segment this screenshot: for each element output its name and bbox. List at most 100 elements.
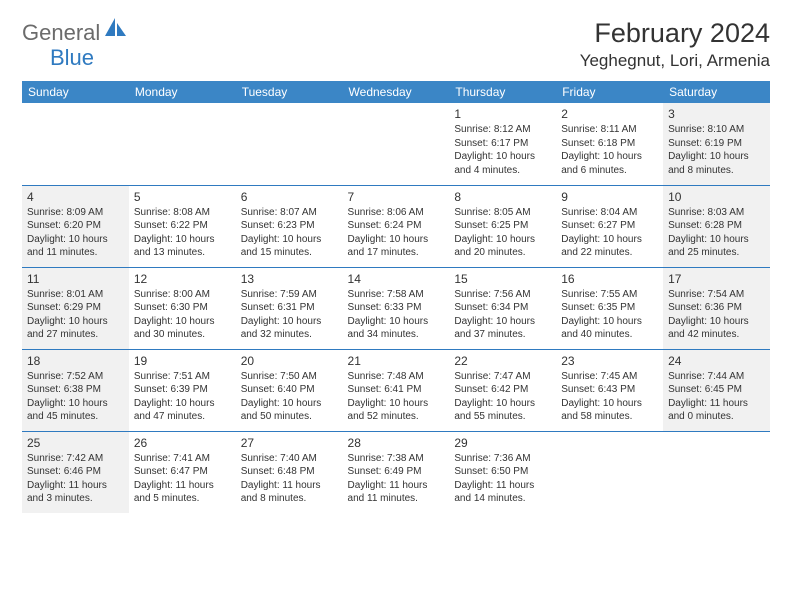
day-details: Sunrise: 7:36 AMSunset: 6:50 PMDaylight:… xyxy=(454,452,551,506)
sunset-text: Sunset: 6:33 PM xyxy=(348,301,445,315)
sunrise-text: Sunrise: 7:51 AM xyxy=(134,370,231,384)
day-number: 18 xyxy=(27,353,124,369)
day-number: 17 xyxy=(668,271,765,287)
day-number: 2 xyxy=(561,106,658,122)
day-details: Sunrise: 7:38 AMSunset: 6:49 PMDaylight:… xyxy=(348,452,445,506)
daylight-text: Daylight: 11 hours and 3 minutes. xyxy=(27,479,124,506)
calendar-cell xyxy=(22,103,129,185)
day-number: 3 xyxy=(668,106,765,122)
day-details: Sunrise: 8:07 AMSunset: 6:23 PMDaylight:… xyxy=(241,206,338,260)
daylight-text: Daylight: 10 hours and 27 minutes. xyxy=(27,315,124,342)
sunset-text: Sunset: 6:36 PM xyxy=(668,301,765,315)
sunset-text: Sunset: 6:19 PM xyxy=(668,137,765,151)
calendar-cell: 21Sunrise: 7:48 AMSunset: 6:41 PMDayligh… xyxy=(343,349,450,431)
calendar-cell: 14Sunrise: 7:58 AMSunset: 6:33 PMDayligh… xyxy=(343,267,450,349)
day-details: Sunrise: 7:56 AMSunset: 6:34 PMDaylight:… xyxy=(454,288,551,342)
daylight-text: Daylight: 10 hours and 55 minutes. xyxy=(454,397,551,424)
calendar-cell xyxy=(556,431,663,513)
location: Yeghegnut, Lori, Armenia xyxy=(580,51,770,71)
day-number: 13 xyxy=(241,271,338,287)
sunset-text: Sunset: 6:45 PM xyxy=(668,383,765,397)
logo-text-blue: Blue xyxy=(50,45,94,71)
daylight-text: Daylight: 10 hours and 25 minutes. xyxy=(668,233,765,260)
calendar-row: 11Sunrise: 8:01 AMSunset: 6:29 PMDayligh… xyxy=(22,267,770,349)
calendar-cell: 12Sunrise: 8:00 AMSunset: 6:30 PMDayligh… xyxy=(129,267,236,349)
calendar-row: 25Sunrise: 7:42 AMSunset: 6:46 PMDayligh… xyxy=(22,431,770,513)
day-number: 23 xyxy=(561,353,658,369)
sunset-text: Sunset: 6:25 PM xyxy=(454,219,551,233)
weekday-header: Saturday xyxy=(663,81,770,103)
day-details: Sunrise: 8:08 AMSunset: 6:22 PMDaylight:… xyxy=(134,206,231,260)
day-details: Sunrise: 8:09 AMSunset: 6:20 PMDaylight:… xyxy=(27,206,124,260)
day-details: Sunrise: 7:50 AMSunset: 6:40 PMDaylight:… xyxy=(241,370,338,424)
day-number: 19 xyxy=(134,353,231,369)
calendar-cell xyxy=(343,103,450,185)
weekday-header: Thursday xyxy=(449,81,556,103)
day-details: Sunrise: 8:04 AMSunset: 6:27 PMDaylight:… xyxy=(561,206,658,260)
day-number: 20 xyxy=(241,353,338,369)
calendar-page: General February 2024 Yeghegnut, Lori, A… xyxy=(0,0,792,531)
daylight-text: Daylight: 10 hours and 58 minutes. xyxy=(561,397,658,424)
calendar-cell: 28Sunrise: 7:38 AMSunset: 6:49 PMDayligh… xyxy=(343,431,450,513)
sunset-text: Sunset: 6:41 PM xyxy=(348,383,445,397)
daylight-text: Daylight: 11 hours and 0 minutes. xyxy=(668,397,765,424)
daylight-text: Daylight: 10 hours and 32 minutes. xyxy=(241,315,338,342)
calendar-body: 1Sunrise: 8:12 AMSunset: 6:17 PMDaylight… xyxy=(22,103,770,513)
calendar-head: SundayMondayTuesdayWednesdayThursdayFrid… xyxy=(22,81,770,103)
calendar-table: SundayMondayTuesdayWednesdayThursdayFrid… xyxy=(22,81,770,513)
weekday-header: Sunday xyxy=(22,81,129,103)
calendar-cell: 25Sunrise: 7:42 AMSunset: 6:46 PMDayligh… xyxy=(22,431,129,513)
day-details: Sunrise: 8:03 AMSunset: 6:28 PMDaylight:… xyxy=(668,206,765,260)
daylight-text: Daylight: 10 hours and 45 minutes. xyxy=(27,397,124,424)
sunrise-text: Sunrise: 7:44 AM xyxy=(668,370,765,384)
logo-text-general: General xyxy=(22,20,100,46)
sunset-text: Sunset: 6:46 PM xyxy=(27,465,124,479)
day-details: Sunrise: 7:48 AMSunset: 6:41 PMDaylight:… xyxy=(348,370,445,424)
calendar-cell: 13Sunrise: 7:59 AMSunset: 6:31 PMDayligh… xyxy=(236,267,343,349)
weekday-header: Monday xyxy=(129,81,236,103)
sunset-text: Sunset: 6:38 PM xyxy=(27,383,124,397)
sunrise-text: Sunrise: 7:59 AM xyxy=(241,288,338,302)
day-number: 27 xyxy=(241,435,338,451)
day-details: Sunrise: 7:47 AMSunset: 6:42 PMDaylight:… xyxy=(454,370,551,424)
daylight-text: Daylight: 10 hours and 40 minutes. xyxy=(561,315,658,342)
day-details: Sunrise: 8:12 AMSunset: 6:17 PMDaylight:… xyxy=(454,123,551,177)
sunset-text: Sunset: 6:27 PM xyxy=(561,219,658,233)
calendar-cell: 2Sunrise: 8:11 AMSunset: 6:18 PMDaylight… xyxy=(556,103,663,185)
day-number: 25 xyxy=(27,435,124,451)
day-number: 4 xyxy=(27,189,124,205)
calendar-cell: 1Sunrise: 8:12 AMSunset: 6:17 PMDaylight… xyxy=(449,103,556,185)
day-details: Sunrise: 8:06 AMSunset: 6:24 PMDaylight:… xyxy=(348,206,445,260)
day-number: 29 xyxy=(454,435,551,451)
day-details: Sunrise: 8:10 AMSunset: 6:19 PMDaylight:… xyxy=(668,123,765,177)
sunrise-text: Sunrise: 7:52 AM xyxy=(27,370,124,384)
calendar-cell: 16Sunrise: 7:55 AMSunset: 6:35 PMDayligh… xyxy=(556,267,663,349)
sunrise-text: Sunrise: 7:50 AM xyxy=(241,370,338,384)
daylight-text: Daylight: 11 hours and 11 minutes. xyxy=(348,479,445,506)
sunset-text: Sunset: 6:23 PM xyxy=(241,219,338,233)
day-details: Sunrise: 8:05 AMSunset: 6:25 PMDaylight:… xyxy=(454,206,551,260)
header: General February 2024 Yeghegnut, Lori, A… xyxy=(22,18,770,71)
calendar-cell: 4Sunrise: 8:09 AMSunset: 6:20 PMDaylight… xyxy=(22,185,129,267)
day-number: 9 xyxy=(561,189,658,205)
sunset-text: Sunset: 6:42 PM xyxy=(454,383,551,397)
day-number: 26 xyxy=(134,435,231,451)
day-details: Sunrise: 7:41 AMSunset: 6:47 PMDaylight:… xyxy=(134,452,231,506)
day-number: 16 xyxy=(561,271,658,287)
day-number: 11 xyxy=(27,271,124,287)
sunrise-text: Sunrise: 8:10 AM xyxy=(668,123,765,137)
daylight-text: Daylight: 10 hours and 15 minutes. xyxy=(241,233,338,260)
daylight-text: Daylight: 10 hours and 52 minutes. xyxy=(348,397,445,424)
calendar-cell xyxy=(236,103,343,185)
daylight-text: Daylight: 10 hours and 8 minutes. xyxy=(668,150,765,177)
sunset-text: Sunset: 6:40 PM xyxy=(241,383,338,397)
sunrise-text: Sunrise: 8:00 AM xyxy=(134,288,231,302)
calendar-cell xyxy=(129,103,236,185)
daylight-text: Daylight: 10 hours and 4 minutes. xyxy=(454,150,551,177)
day-number: 6 xyxy=(241,189,338,205)
sunset-text: Sunset: 6:49 PM xyxy=(348,465,445,479)
sunrise-text: Sunrise: 7:48 AM xyxy=(348,370,445,384)
sunset-text: Sunset: 6:20 PM xyxy=(27,219,124,233)
day-details: Sunrise: 7:58 AMSunset: 6:33 PMDaylight:… xyxy=(348,288,445,342)
sunset-text: Sunset: 6:39 PM xyxy=(134,383,231,397)
